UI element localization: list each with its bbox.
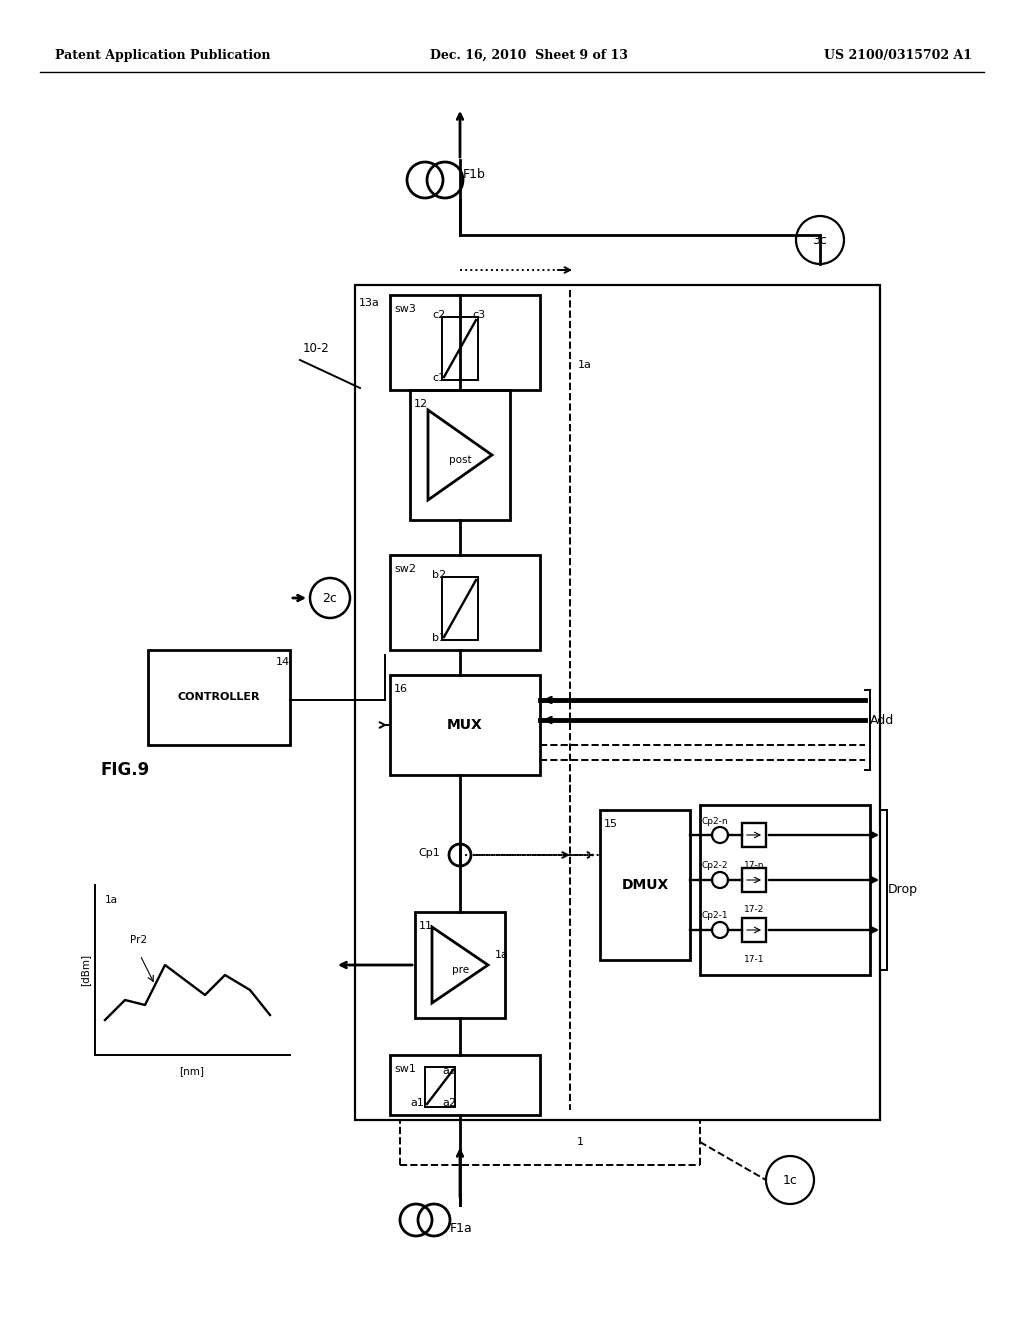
Text: a1: a1: [410, 1098, 424, 1107]
Bar: [410, 389, 510, 520]
Text: Dec. 16, 2010  Sheet 9 of 13: Dec. 16, 2010 Sheet 9 of 13: [430, 49, 628, 62]
Text: MUX: MUX: [447, 718, 483, 733]
Bar: [442, 577, 478, 640]
Text: 1: 1: [577, 1137, 584, 1147]
Bar: [600, 810, 690, 960]
Text: [nm]: [nm]: [179, 1067, 205, 1076]
Text: sw2: sw2: [394, 564, 416, 574]
Text: 11: 11: [419, 921, 433, 931]
Text: Pr2: Pr2: [130, 935, 147, 945]
Text: Cp2-2: Cp2-2: [701, 862, 728, 870]
Text: FIG.9: FIG.9: [100, 762, 150, 779]
Bar: [742, 917, 766, 942]
Text: CONTROLLER: CONTROLLER: [178, 692, 260, 702]
Text: pre: pre: [453, 965, 470, 975]
Text: b1: b1: [432, 634, 446, 643]
Bar: [415, 912, 505, 1018]
Text: a2: a2: [442, 1098, 456, 1107]
Text: F1b: F1b: [463, 169, 485, 181]
Text: c3: c3: [472, 310, 485, 319]
Text: c1: c1: [432, 374, 445, 383]
Text: Add: Add: [870, 714, 894, 726]
Bar: [390, 294, 540, 389]
Bar: [148, 649, 290, 744]
Text: 17-1: 17-1: [743, 956, 764, 965]
Text: sw3: sw3: [394, 304, 416, 314]
Text: a3: a3: [442, 1067, 456, 1076]
Text: Drop: Drop: [888, 883, 918, 896]
Text: 17-2: 17-2: [743, 906, 764, 915]
Bar: [442, 317, 478, 380]
Text: 3c: 3c: [813, 234, 827, 247]
Text: [dBm]: [dBm]: [80, 954, 90, 986]
Bar: [425, 1067, 455, 1107]
Text: 1a: 1a: [578, 360, 592, 370]
Text: 10-2: 10-2: [303, 342, 330, 355]
Text: 2c: 2c: [323, 591, 338, 605]
Bar: [390, 554, 540, 649]
Text: b2: b2: [432, 570, 446, 579]
Bar: [390, 675, 540, 775]
Text: c2: c2: [432, 310, 445, 319]
Text: US 2100/0315702 A1: US 2100/0315702 A1: [824, 49, 972, 62]
Bar: [742, 822, 766, 847]
Text: sw1: sw1: [394, 1064, 416, 1074]
Bar: [390, 1055, 540, 1115]
Bar: [742, 869, 766, 892]
Text: 17-n: 17-n: [743, 861, 764, 870]
Text: Cp2-1: Cp2-1: [701, 912, 728, 920]
Text: 13a: 13a: [359, 298, 380, 308]
Text: 1a: 1a: [105, 895, 118, 906]
Text: post: post: [449, 455, 471, 465]
Text: DMUX: DMUX: [622, 878, 669, 892]
Bar: [700, 805, 870, 975]
Text: Patent Application Publication: Patent Application Publication: [55, 49, 270, 62]
Text: 1a: 1a: [495, 950, 509, 960]
Text: Cp2-n: Cp2-n: [701, 817, 728, 825]
Text: 1c: 1c: [782, 1173, 798, 1187]
Text: Cp1: Cp1: [418, 847, 439, 858]
Text: 16: 16: [394, 684, 408, 694]
Text: F1a: F1a: [450, 1221, 473, 1234]
Text: 12: 12: [414, 399, 428, 409]
Text: 14: 14: [275, 657, 290, 667]
Text: 15: 15: [604, 818, 618, 829]
Bar: [355, 285, 880, 1119]
